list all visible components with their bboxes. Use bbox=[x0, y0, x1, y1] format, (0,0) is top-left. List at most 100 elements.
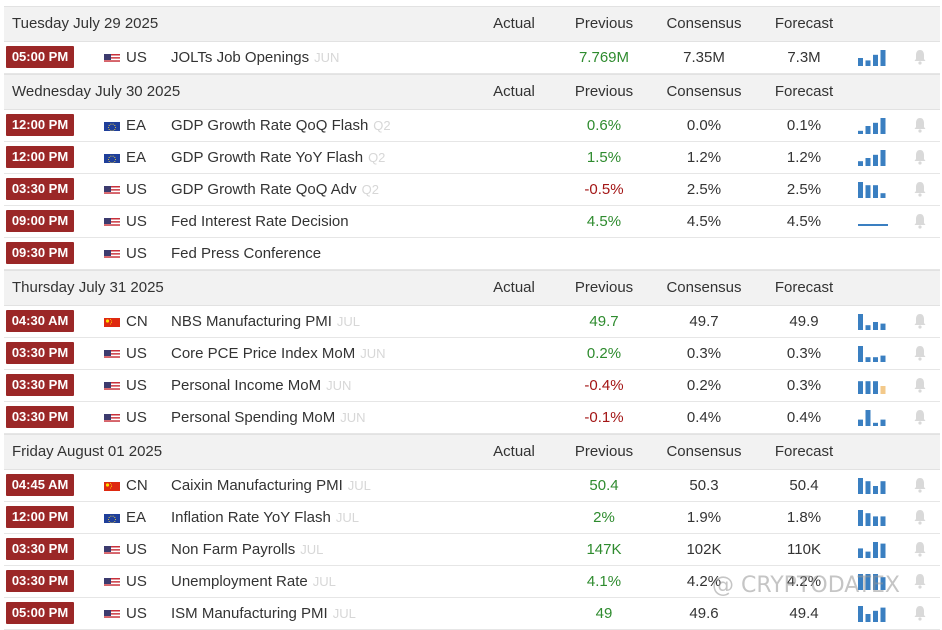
history-chart-icon[interactable] bbox=[858, 344, 888, 362]
event-row[interactable]: 03:30 PM US GDP Growth Rate QoQ Adv Q2 -0.5%… bbox=[4, 174, 940, 206]
alert-bell-icon[interactable] bbox=[912, 116, 928, 134]
previous-value: 4.5% bbox=[586, 213, 622, 230]
event-row[interactable]: 09:30 PM US Fed Press Conference bbox=[4, 238, 940, 270]
column-header-previous: Previous bbox=[574, 83, 634, 100]
alert-bell-icon[interactable] bbox=[912, 344, 928, 362]
consensus-value: 1.9% bbox=[686, 509, 722, 526]
alert-bell-icon[interactable] bbox=[912, 508, 928, 526]
alert-bell-icon[interactable] bbox=[912, 572, 928, 590]
event-name-text[interactable]: Inflation Rate YoY Flash bbox=[171, 509, 331, 526]
event-name-text[interactable]: GDP Growth Rate QoQ Adv bbox=[171, 181, 357, 198]
column-header-consensus: Consensus bbox=[666, 83, 742, 100]
alert-bell-icon[interactable] bbox=[912, 540, 928, 558]
event-row[interactable]: 05:00 PM US JOLTs Job Openings JUN 7.769M 7.3… bbox=[4, 42, 940, 74]
event-period: JUL bbox=[335, 510, 359, 525]
event-name[interactable]: Non Farm Payrolls JUL bbox=[171, 534, 323, 565]
event-name[interactable]: GDP Growth Rate YoY Flash Q2 bbox=[171, 142, 385, 173]
consensus-value: 0.2% bbox=[686, 377, 722, 394]
event-row[interactable]: 04:30 AM CN NBS Manufacturing PMI JUL 49.7 49… bbox=[4, 306, 940, 338]
alert-bell-icon[interactable] bbox=[912, 312, 928, 330]
alert-bell-icon[interactable] bbox=[912, 212, 928, 230]
event-row[interactable]: 03:30 PM US Unemployment Rate JUL 4.1% 4.2% 4.… bbox=[4, 566, 940, 598]
history-chart-icon[interactable] bbox=[858, 148, 888, 166]
event-period: JUN bbox=[360, 346, 386, 361]
alert-bell-icon[interactable] bbox=[912, 376, 928, 394]
history-chart-icon[interactable] bbox=[858, 540, 888, 558]
history-chart-icon[interactable] bbox=[858, 408, 888, 426]
alert-bell-icon[interactable] bbox=[912, 48, 928, 66]
history-chart-icon[interactable] bbox=[858, 116, 888, 134]
event-row[interactable]: 09:00 PM US Fed Interest Rate Decision 4.5%… bbox=[4, 206, 940, 238]
event-name-text[interactable]: Core PCE Price Index MoM bbox=[171, 345, 356, 362]
event-name-text[interactable]: Personal Spending MoM bbox=[171, 409, 336, 426]
consensus-value: 7.35M bbox=[683, 49, 725, 66]
event-name-text[interactable]: NBS Manufacturing PMI bbox=[171, 313, 332, 330]
history-chart-icon[interactable] bbox=[858, 48, 888, 66]
alert-bell-icon[interactable] bbox=[912, 408, 928, 426]
history-chart-icon[interactable] bbox=[858, 312, 888, 330]
event-name[interactable]: NBS Manufacturing PMI JUL bbox=[171, 306, 360, 337]
previous-value: -0.5% bbox=[584, 181, 624, 198]
event-name-text[interactable]: Fed Press Conference bbox=[171, 245, 322, 262]
event-period: JUL bbox=[332, 606, 356, 621]
history-chart-icon[interactable] bbox=[858, 212, 888, 230]
event-row[interactable]: 04:45 AM CN Caixin Manufacturing PMI JUL 50.… bbox=[4, 470, 940, 502]
event-name-text[interactable]: Fed Interest Rate Decision bbox=[171, 213, 349, 230]
event-name[interactable]: Core PCE Price Index MoM JUN bbox=[171, 338, 386, 369]
history-chart-icon[interactable] bbox=[858, 376, 888, 394]
event-row[interactable]: 12:00 PM EA GDP Growth Rate YoY Flash Q2 1.5… bbox=[4, 142, 940, 174]
history-chart-icon[interactable] bbox=[858, 572, 888, 590]
event-name[interactable]: Inflation Rate YoY Flash JUL bbox=[171, 502, 359, 533]
history-chart-icon[interactable] bbox=[858, 476, 888, 494]
day-header: Thursday July 31 2025 Actual Previous Conse… bbox=[4, 270, 940, 306]
spark-bar bbox=[858, 548, 863, 558]
event-row[interactable]: 03:30 PM US Non Farm Payrolls JUL 147K 102K 11… bbox=[4, 534, 940, 566]
event-name[interactable]: Fed Interest Rate Decision bbox=[171, 206, 349, 237]
event-name-text[interactable]: ISM Manufacturing PMI bbox=[171, 605, 328, 622]
event-name-text[interactable]: JOLTs Job Openings bbox=[171, 49, 310, 66]
event-name[interactable]: Personal Spending MoM JUN bbox=[171, 402, 366, 433]
spark-bar bbox=[873, 185, 878, 198]
event-row[interactable]: 03:30 PM US Personal Spending MoM JUN -0.1% 0… bbox=[4, 402, 940, 434]
spark-bar bbox=[873, 610, 878, 622]
event-name[interactable]: Personal Income MoM JUN bbox=[171, 370, 351, 401]
event-name-text[interactable]: Personal Income MoM bbox=[171, 377, 322, 394]
event-name[interactable]: ISM Manufacturing PMI JUL bbox=[171, 598, 356, 629]
forecast-value: 0.1% bbox=[786, 117, 822, 134]
event-name[interactable]: GDP Growth Rate QoQ Adv Q2 bbox=[171, 174, 379, 205]
flag-us-icon bbox=[104, 412, 120, 423]
event-row[interactable]: 03:30 PM US Personal Income MoM JUN -0.4% 0.2… bbox=[4, 370, 940, 402]
event-row[interactable]: 03:30 PM US Core PCE Price Index MoM JUN 0.2… bbox=[4, 338, 940, 370]
previous-value: 1.5% bbox=[586, 149, 622, 166]
event-name-text[interactable]: GDP Growth Rate QoQ Flash bbox=[171, 117, 369, 134]
event-name-text[interactable]: Caixin Manufacturing PMI bbox=[171, 477, 343, 494]
previous-value: 4.1% bbox=[586, 573, 622, 590]
event-name-text[interactable]: Unemployment Rate bbox=[171, 573, 308, 590]
history-chart-icon[interactable] bbox=[858, 604, 888, 622]
country-code: EA bbox=[126, 509, 147, 526]
alert-bell-icon[interactable] bbox=[912, 148, 928, 166]
event-name-text[interactable]: GDP Growth Rate YoY Flash bbox=[171, 149, 364, 166]
spark-bar bbox=[880, 481, 886, 494]
alert-bell-icon[interactable] bbox=[912, 180, 928, 198]
spark-bar bbox=[858, 346, 863, 362]
country-code: US bbox=[126, 377, 147, 394]
event-name[interactable]: Caixin Manufacturing PMI JUL bbox=[171, 470, 371, 501]
country-code: US bbox=[126, 605, 147, 622]
spark-bar bbox=[858, 606, 863, 622]
event-row[interactable]: 12:00 PM EA GDP Growth Rate QoQ Flash Q2 0.6… bbox=[4, 110, 940, 142]
history-chart-icon[interactable] bbox=[858, 508, 888, 526]
column-header-forecast: Forecast bbox=[774, 83, 834, 100]
event-name[interactable]: GDP Growth Rate QoQ Flash Q2 bbox=[171, 110, 391, 141]
event-name[interactable]: JOLTs Job Openings JUN bbox=[171, 42, 339, 73]
event-name[interactable]: Fed Press Conference bbox=[171, 238, 321, 269]
forecast-value: 0.3% bbox=[786, 345, 822, 362]
event-row[interactable]: 05:00 PM US ISM Manufacturing PMI JUL 49 49.6… bbox=[4, 598, 940, 630]
history-chart-icon[interactable] bbox=[858, 180, 888, 198]
alert-bell-icon[interactable] bbox=[912, 476, 928, 494]
alert-bell-icon[interactable] bbox=[912, 604, 928, 622]
flag-cn-icon bbox=[104, 480, 120, 491]
event-name-text[interactable]: Non Farm Payrolls bbox=[171, 541, 296, 558]
event-row[interactable]: 12:00 PM EA Inflation Rate YoY Flash JUL 2% 1… bbox=[4, 502, 940, 534]
event-name[interactable]: Unemployment Rate JUL bbox=[171, 566, 336, 597]
